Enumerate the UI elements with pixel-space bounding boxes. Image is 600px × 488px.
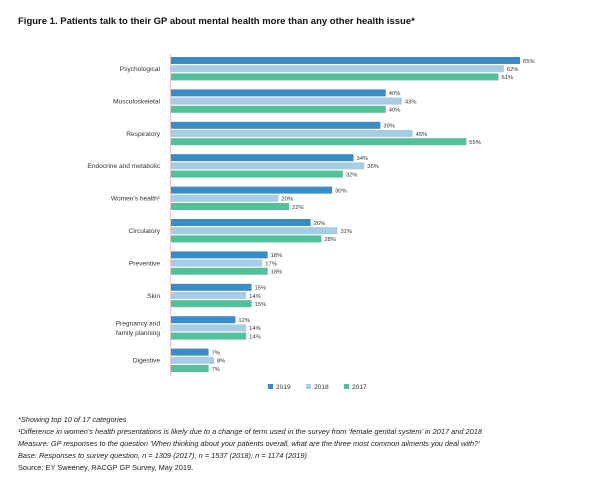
data-label: 14% [249, 334, 261, 340]
data-label: 28% [324, 237, 336, 243]
bar-2019 [171, 154, 354, 162]
data-label: 43% [405, 99, 417, 105]
bar-2019 [171, 283, 252, 291]
bar-2019 [171, 121, 381, 129]
data-label: 17% [265, 261, 277, 267]
bar-2018 [171, 130, 413, 137]
footnote-womens-health: ¹Difference in women's health presentati… [18, 427, 482, 436]
bar-2019 [171, 57, 520, 64]
data-label: 40% [389, 91, 401, 97]
footnote-top-categories: *Showing top 10 of 17 categories [18, 415, 127, 424]
data-label: 61% [502, 75, 514, 81]
data-label: 65% [523, 59, 535, 65]
data-label: 26% [314, 221, 326, 227]
bar-2019 [171, 316, 236, 324]
category-label: Digestive [133, 358, 160, 365]
data-label: 15% [255, 286, 267, 292]
bar-2018 [171, 194, 279, 202]
data-label: 39% [383, 124, 395, 130]
data-label: 7% [212, 350, 220, 356]
footnote-measure: Measure: GP responses to the question ‘W… [18, 439, 480, 448]
data-label: 62% [507, 67, 519, 73]
data-label: 34% [357, 156, 369, 162]
data-label: 22% [292, 205, 304, 211]
bar-2017 [171, 105, 386, 113]
bar-2017 [171, 73, 499, 81]
data-label: 40% [389, 108, 401, 114]
data-label: 30% [335, 188, 347, 194]
bar-2018 [171, 65, 504, 73]
bar-2019 [171, 186, 333, 194]
legend-label-2018: 2018 [314, 384, 329, 391]
bar-2019 [171, 219, 311, 226]
bar-chart: Psychological Musculoskeletal Respiratory E… [87, 54, 535, 391]
data-label: 36% [367, 164, 379, 170]
data-label: 14% [249, 326, 261, 332]
footnote-base: Base: Responses to survey question, n = … [18, 451, 307, 460]
legend-label-2019: 2019 [276, 384, 291, 391]
data-label: 7% [212, 367, 220, 373]
category-label: Circulatory [128, 228, 160, 235]
bar-2017 [171, 267, 268, 275]
bar-2018 [171, 292, 247, 299]
category-label: Pregnancy and family planning [116, 321, 161, 337]
bar-2018 [171, 162, 365, 170]
data-label: 12% [238, 318, 250, 324]
category-label: Skin [147, 293, 160, 300]
bar-2017 [171, 365, 209, 372]
bar-2017 [171, 138, 467, 146]
bar-2018 [171, 97, 402, 105]
data-label: 45% [416, 132, 428, 138]
category-label: Endocrine and metabolic [87, 163, 160, 170]
data-label: 31% [340, 229, 352, 235]
data-label: 8% [217, 359, 225, 365]
bar-2019 [171, 251, 268, 259]
category-label: Respiratory [126, 131, 160, 138]
category-label: Preventive [129, 260, 160, 267]
legend-swatch-2017 [344, 384, 349, 389]
data-label: 55% [469, 140, 481, 146]
bar-2017 [171, 203, 290, 210]
data-label: 18% [271, 253, 283, 259]
bar-2019 [171, 89, 386, 97]
category-label: Psychological [120, 66, 161, 73]
footnote-source: Source: EY Sweeney, RACGP GP Survey, May… [18, 463, 194, 472]
bar-2017 [171, 235, 322, 243]
legend-swatch-2018 [306, 384, 311, 389]
bar-2017 [171, 300, 252, 308]
data-label: 15% [255, 302, 267, 308]
bar-2018 [171, 227, 338, 235]
data-label: 14% [249, 294, 261, 300]
footnotes: *Showing top 10 of 17 categories ¹Differ… [18, 414, 482, 474]
category-label: Musculoskeletal [113, 98, 160, 105]
bar-2019 [171, 348, 209, 356]
bar-2018 [171, 259, 263, 267]
category-label: Women's health¹ [111, 196, 161, 203]
legend-label-2017: 2017 [352, 384, 367, 391]
bar-2018 [171, 324, 247, 332]
data-label: 18% [271, 270, 283, 276]
bar-2017 [171, 170, 343, 178]
chart-title: Figure 1. Patients talk to their GP abou… [18, 16, 415, 27]
bar-2018 [171, 356, 214, 364]
data-label: 32% [346, 172, 358, 178]
legend-swatch-2019 [268, 384, 273, 389]
bar-2017 [171, 332, 247, 340]
data-label: 20% [281, 197, 293, 203]
